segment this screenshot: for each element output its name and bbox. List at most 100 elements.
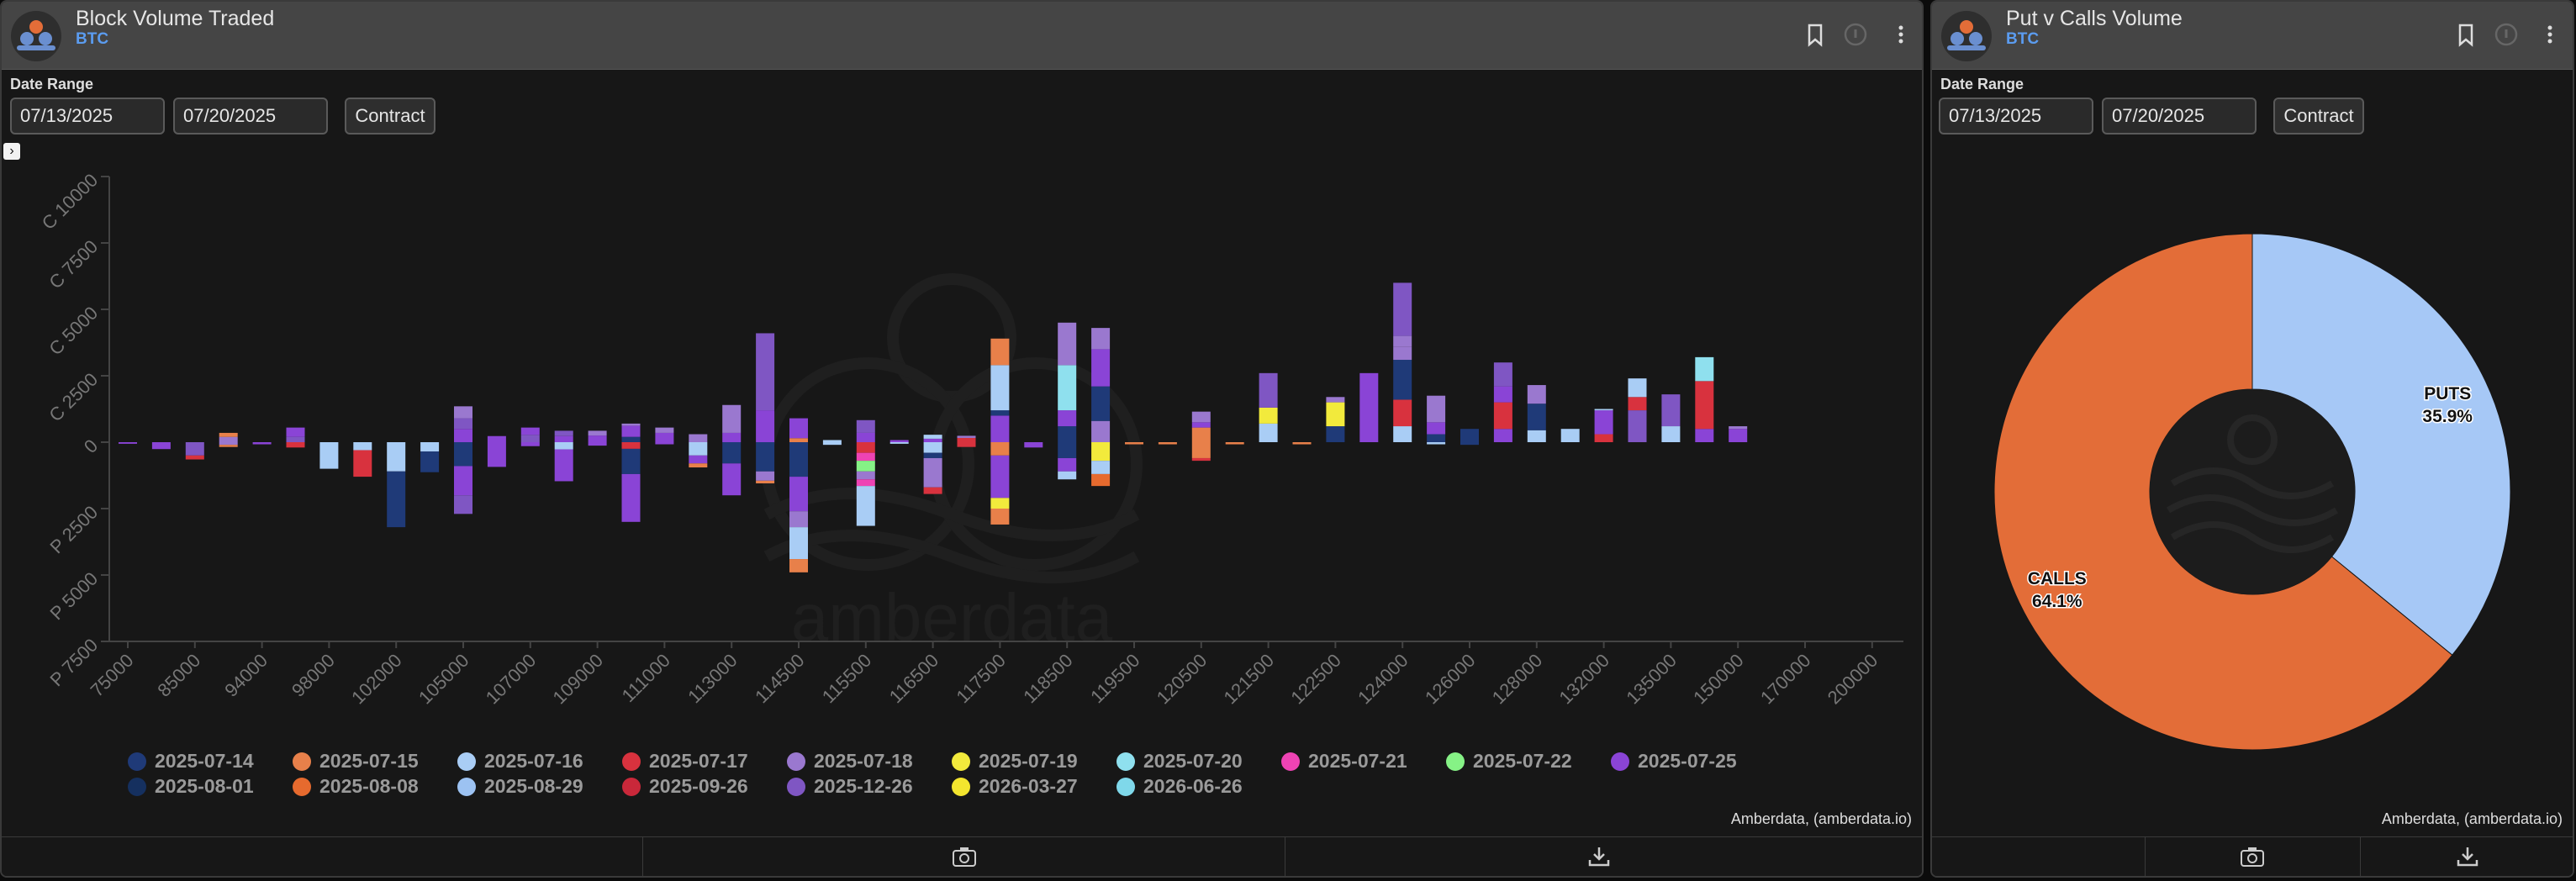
- more-options-icon[interactable]: [2536, 20, 2564, 49]
- put-bar-segment[interactable]: [856, 442, 875, 453]
- put-bar-segment[interactable]: [1460, 442, 1479, 446]
- call-bar-segment[interactable]: [957, 437, 976, 442]
- put-bar-segment[interactable]: [990, 498, 1010, 509]
- put-bar-segment[interactable]: [353, 442, 372, 451]
- put-bar-segment[interactable]: [454, 495, 472, 514]
- contract-button[interactable]: Contract: [2273, 98, 2364, 135]
- call-bar-segment[interactable]: [454, 406, 472, 419]
- call-bar-segment[interactable]: [1493, 362, 1512, 387]
- call-bar-segment[interactable]: [1594, 434, 1613, 442]
- legend-item[interactable]: 2025-07-25: [1611, 750, 1776, 773]
- call-bar-segment[interactable]: [1493, 402, 1512, 430]
- put-bar-segment[interactable]: [689, 442, 708, 456]
- legend-item[interactable]: 2025-09-26: [622, 775, 787, 798]
- call-bar-segment[interactable]: [990, 415, 1010, 442]
- legend-item[interactable]: 2025-08-01: [128, 775, 293, 798]
- legend-item[interactable]: 2025-07-14: [128, 750, 293, 773]
- put-bar-segment[interactable]: [420, 451, 440, 472]
- call-bar-segment[interactable]: [588, 435, 607, 442]
- put-bar-segment[interactable]: [219, 445, 238, 447]
- call-bar-segment[interactable]: [1326, 426, 1345, 442]
- call-bar-segment[interactable]: [689, 434, 708, 442]
- put-bar-segment[interactable]: [185, 455, 204, 460]
- call-bar-segment[interactable]: [1091, 349, 1111, 387]
- call-bar-segment[interactable]: [1191, 422, 1211, 428]
- call-bar-segment[interactable]: [889, 440, 909, 442]
- put-bar-segment[interactable]: [1292, 442, 1312, 445]
- put-bar-segment[interactable]: [1225, 442, 1244, 445]
- call-bar-segment[interactable]: [1594, 409, 1613, 411]
- call-bar-segment[interactable]: [487, 435, 506, 442]
- camera-icon[interactable]: [952, 846, 977, 868]
- call-bar-segment[interactable]: [1259, 423, 1278, 442]
- call-bar-segment[interactable]: [1393, 282, 1412, 336]
- put-bar-segment[interactable]: [487, 442, 506, 467]
- put-bar-segment[interactable]: [454, 466, 472, 496]
- legend-item[interactable]: 2025-07-16: [457, 750, 622, 773]
- put-bar-segment[interactable]: [756, 471, 775, 481]
- legend-item[interactable]: 2025-08-29: [457, 775, 622, 798]
- call-bar-segment[interactable]: [1359, 372, 1379, 442]
- call-bar-segment[interactable]: [1527, 404, 1546, 430]
- call-bar-segment[interactable]: [621, 423, 641, 426]
- call-bar-segment[interactable]: [1493, 429, 1512, 442]
- put-bar-segment[interactable]: [1191, 457, 1211, 462]
- put-bar-segment[interactable]: [789, 442, 808, 477]
- call-bar-segment[interactable]: [1058, 322, 1077, 366]
- put-bar-segment[interactable]: [856, 479, 875, 487]
- put-bar-segment[interactable]: [856, 471, 875, 480]
- legend-item[interactable]: 2025-07-17: [622, 750, 787, 773]
- put-bar-segment[interactable]: [252, 442, 272, 445]
- put-bar-segment[interactable]: [1024, 442, 1043, 448]
- call-bar-segment[interactable]: [822, 440, 842, 442]
- put-bar-segment[interactable]: [1091, 461, 1111, 474]
- put-bar-segment[interactable]: [1058, 471, 1077, 480]
- put-bar-segment[interactable]: [655, 442, 674, 445]
- put-bar-segment[interactable]: [856, 461, 875, 472]
- call-bar-segment[interactable]: [1427, 422, 1446, 435]
- put-bar-segment[interactable]: [520, 442, 540, 446]
- legend-item[interactable]: 2025-07-19: [952, 750, 1116, 773]
- call-bar-segment[interactable]: [856, 432, 875, 442]
- start-date-input[interactable]: 07/13/2025: [10, 98, 165, 135]
- put-bar-segment[interactable]: [621, 473, 641, 522]
- call-bar-segment[interactable]: [1191, 411, 1211, 423]
- call-bar-segment[interactable]: [1091, 420, 1111, 442]
- legend-item[interactable]: 2025-07-20: [1116, 750, 1281, 773]
- info-icon[interactable]: [1841, 20, 1870, 49]
- call-bar-segment[interactable]: [554, 435, 573, 442]
- call-bar-segment[interactable]: [1628, 397, 1647, 411]
- call-bar-segment[interactable]: [756, 410, 775, 442]
- call-bar-segment[interactable]: [923, 435, 942, 439]
- put-bar-segment[interactable]: [185, 442, 204, 456]
- put-bar-segment[interactable]: [889, 442, 909, 444]
- put-bar-segment[interactable]: [1125, 442, 1143, 445]
- call-bar-segment[interactable]: [1493, 386, 1512, 403]
- call-bar-segment[interactable]: [286, 427, 305, 437]
- call-bar-segment[interactable]: [1427, 434, 1446, 442]
- call-bar-segment[interactable]: [722, 404, 742, 433]
- call-bar-segment[interactable]: [789, 438, 808, 442]
- call-bar-segment[interactable]: [520, 435, 540, 442]
- put-bar-segment[interactable]: [621, 448, 641, 474]
- put-bar-segment[interactable]: [689, 455, 708, 464]
- put-bar-segment[interactable]: [420, 442, 440, 452]
- call-bar-segment[interactable]: [789, 418, 808, 439]
- call-bar-segment[interactable]: [1326, 397, 1345, 403]
- put-bar-segment[interactable]: [789, 511, 808, 528]
- put-bar-segment[interactable]: [1058, 457, 1077, 472]
- legend-item[interactable]: 2026-06-26: [1116, 775, 1281, 798]
- contract-button[interactable]: Contract: [345, 98, 435, 135]
- call-bar-segment[interactable]: [219, 432, 238, 437]
- call-bar-segment[interactable]: [957, 435, 976, 438]
- put-bar-segment[interactable]: [990, 509, 1010, 525]
- call-bar-segment[interactable]: [1695, 429, 1714, 442]
- put-bar-segment[interactable]: [387, 442, 406, 472]
- call-bar-segment[interactable]: [1729, 426, 1748, 430]
- call-bar-segment[interactable]: [1661, 394, 1681, 427]
- call-bar-segment[interactable]: [1259, 372, 1278, 408]
- call-bar-segment[interactable]: [1427, 395, 1446, 423]
- legend-item[interactable]: 2025-12-26: [787, 775, 952, 798]
- put-bar-segment[interactable]: [554, 442, 573, 450]
- call-bar-segment[interactable]: [655, 427, 674, 433]
